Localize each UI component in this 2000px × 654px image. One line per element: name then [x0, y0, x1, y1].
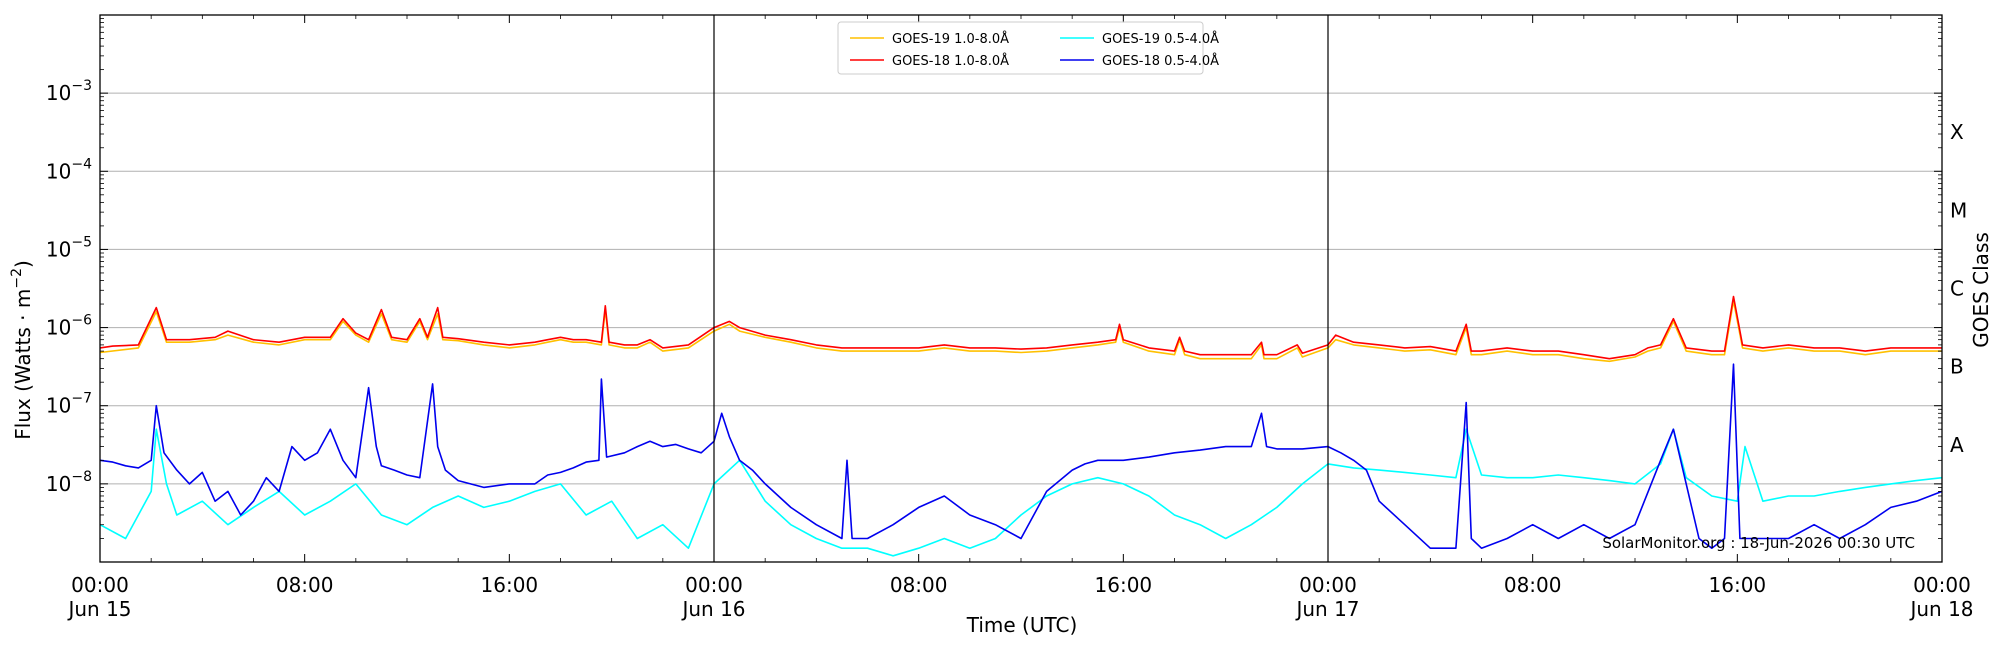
x-tick-label-time: 00:00: [71, 573, 129, 597]
x-tick-label-time: 16:00: [1095, 573, 1153, 597]
goes-class-axis-title: GOES Class: [1969, 232, 1993, 348]
legend-entry-label: GOES-18 1.0-8.0Å: [892, 53, 1009, 69]
goes-class-label: C: [1950, 277, 1964, 301]
series-line: [99, 300, 1942, 363]
y-tick-label-base: 10: [46, 237, 71, 261]
y-axis-title: Flux (Watts · m−2): [9, 260, 35, 440]
goes-class-label: B: [1950, 355, 1964, 379]
x-tick-label-time: 00:00: [1913, 573, 1971, 597]
x-tick-label-time: 00:00: [1299, 573, 1357, 597]
y-axis-title-exponent: −2: [9, 268, 25, 289]
y-tick-label-exponent: −3: [71, 78, 92, 94]
y-tick-label-base: 10: [46, 159, 71, 183]
y-tick-label-exponent: −8: [71, 469, 92, 485]
y-tick-label: 10−5: [46, 234, 92, 261]
y-tick-label: 10−6: [46, 313, 92, 340]
y-tick-label-exponent: −5: [71, 234, 92, 250]
y-axis-title-main: Flux (Watts · m: [11, 289, 35, 440]
y-tick-label: 10−4: [46, 156, 92, 183]
series-line: [99, 295, 1942, 360]
x-tick-label-time: 16:00: [1709, 573, 1767, 597]
x-tick-label-time: 16:00: [481, 573, 539, 597]
series-line: [99, 428, 1943, 557]
x-tick-label-time: 08:00: [890, 573, 948, 597]
legend-entry-label: GOES-19 0.5-4.0Å: [1102, 31, 1219, 47]
x-tick-label-date: Jun 15: [66, 597, 131, 621]
watermark: SolarMonitor.org : 18-Jun-2026 00:30 UTC: [1602, 534, 1915, 552]
y-tick-label: 10−7: [46, 391, 92, 418]
x-tick-label-time: 08:00: [276, 573, 334, 597]
y-tick-label-base: 10: [46, 472, 71, 496]
x-tick-label-date: Jun 16: [680, 597, 745, 621]
legend: GOES-19 1.0-8.0Å GOES-19 0.5-4.0Å GOES-18 …: [837, 21, 1219, 75]
legend-entry-label: GOES-18 0.5-4.0Å: [1102, 53, 1219, 69]
y-tick-label: 10−8: [46, 469, 92, 496]
x-tick-label-time: 08:00: [1504, 573, 1562, 597]
series-layer: [99, 295, 1943, 557]
legend-frame: [837, 21, 1204, 75]
y-tick-label-base: 10: [46, 81, 71, 105]
x-tick-label-date: Jun 18: [1908, 597, 1973, 621]
day-boundary-layer: [713, 15, 1329, 562]
y-tick-label-exponent: −6: [71, 313, 92, 329]
legend-entry-label: GOES-19 1.0-8.0Å: [892, 31, 1009, 47]
x-tick-label-time: 00:00: [685, 573, 743, 597]
y-axis-title-close: ): [11, 260, 35, 268]
series-line: [99, 363, 1943, 549]
y-tick-label-base: 10: [46, 394, 71, 418]
x-tick-label-date: Jun 17: [1294, 597, 1359, 621]
plot-frame: [99, 14, 1943, 563]
goes-class-label: X: [1950, 120, 1964, 144]
y-tick-label-exponent: −4: [71, 156, 92, 172]
tick-layer: [99, 15, 1943, 562]
goes-class-label: A: [1950, 433, 1964, 457]
y-tick-label-base: 10: [46, 316, 71, 340]
goes-class-label: M: [1950, 198, 1967, 222]
x-axis-title: Time (UTC): [966, 613, 1078, 637]
y-tick-label-exponent: −7: [71, 391, 92, 407]
y-tick-label: 10−3: [46, 78, 92, 105]
grid-layer: [100, 92, 1942, 485]
